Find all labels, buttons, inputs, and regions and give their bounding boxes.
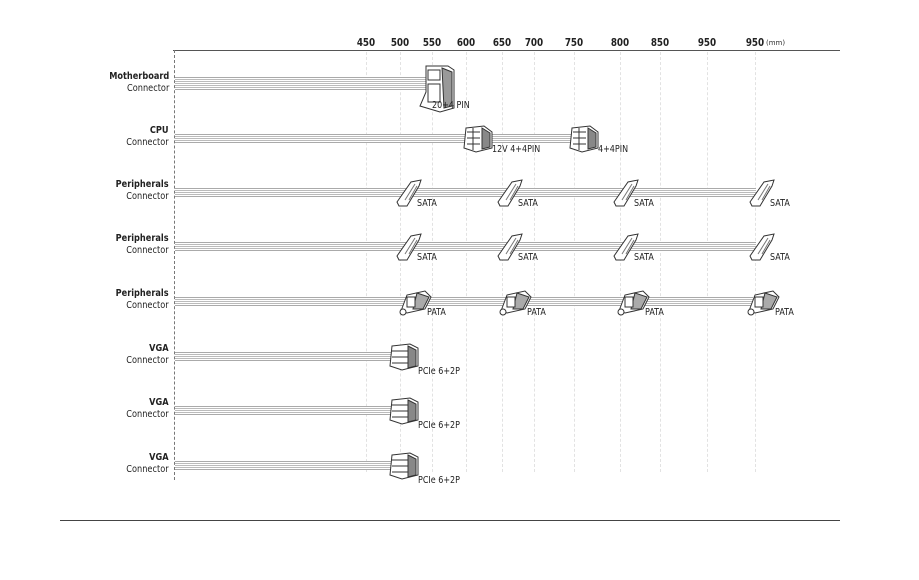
row-label: VGA Connector (127, 343, 169, 367)
connector-label: SATA (634, 252, 654, 263)
connector-label: SATA (770, 198, 790, 209)
row-label: VGA Connector (127, 452, 169, 476)
axis-tick-label: 750 (564, 36, 584, 49)
axis-tick-label: 650 (492, 36, 512, 49)
gridline (755, 52, 756, 472)
sata-connector-icon (748, 232, 776, 266)
connector-label: SATA (518, 198, 538, 209)
gridline (432, 52, 433, 472)
axis-tick-label: 600 (456, 36, 476, 49)
row-title: Motherboard (108, 71, 169, 82)
pata-connector-icon (745, 287, 781, 321)
connector-label: SATA (417, 252, 437, 263)
row-subtitle: Connector (126, 464, 169, 475)
gridline (534, 52, 535, 472)
connector-label: 4+4PIN (598, 144, 629, 155)
sata-connector-icon (395, 232, 423, 266)
connector-label: SATA (518, 252, 538, 263)
connector-label: 12V 4+4PIN (492, 144, 541, 155)
cable (175, 242, 756, 251)
row-label: VGA Connector (127, 397, 169, 421)
row-label: Motherboard Connector (109, 71, 169, 95)
pata-connector-icon (497, 287, 533, 321)
row-subtitle: Connector (126, 191, 169, 202)
row-subtitle: Connector (126, 137, 169, 148)
connector-label: SATA (417, 198, 437, 209)
gridline (466, 52, 467, 472)
pcie-connector-icon (388, 396, 422, 430)
connector-label: PCIe 6+2P (418, 420, 460, 431)
axis-tick-label: 950 (697, 36, 717, 49)
connector-label: PCIe 6+2P (418, 475, 460, 486)
pcie-connector-icon (388, 451, 422, 485)
pcie-connector-icon (388, 342, 422, 376)
row-label: CPU Connector (127, 125, 169, 149)
row-title: CPU (150, 125, 169, 136)
eps-connector-icon (462, 124, 494, 158)
axis-tick-label: 450 (356, 36, 376, 49)
gridline (502, 52, 503, 472)
row-label: Peripherals Connector (116, 288, 169, 312)
row-subtitle: Connector (126, 245, 169, 256)
connector-label: PCIe 6+2P (418, 366, 460, 377)
sata-connector-icon (496, 232, 524, 266)
connector-label: SATA (634, 198, 654, 209)
connector-label: 20+4 PIN (432, 100, 470, 111)
axis-tick-label: 800 (610, 36, 630, 49)
cable (175, 188, 756, 197)
gridline (400, 52, 401, 472)
axis-tick-label: 950 (745, 36, 765, 49)
row-title: Peripherals (116, 288, 169, 299)
sata-connector-icon (748, 178, 776, 212)
row-title: Peripherals (116, 233, 169, 244)
sata-connector-icon (612, 178, 640, 212)
connector-label: PATA (527, 307, 546, 318)
row-title: VGA (149, 397, 169, 408)
cable (175, 461, 396, 470)
connector-label: PATA (427, 307, 446, 318)
sata-connector-icon (612, 232, 640, 266)
sata-connector-icon (496, 178, 524, 212)
row-title: VGA (149, 452, 169, 463)
axis-tick-label: 700 (524, 36, 544, 49)
cable (175, 406, 396, 415)
row-subtitle: Connector (126, 355, 169, 366)
gridline (620, 52, 621, 472)
atx-connector-icon (418, 62, 458, 118)
pata-connector-icon (615, 287, 651, 321)
row-label: Peripherals Connector (116, 233, 169, 257)
cable (175, 134, 576, 143)
pata-connector-icon (397, 287, 433, 321)
connector-label: PATA (775, 307, 794, 318)
row-subtitle: Connector (126, 300, 169, 311)
connector-label: PATA (645, 307, 664, 318)
axis-tick-label: 500 (390, 36, 410, 49)
cable (175, 352, 396, 361)
cable (175, 77, 426, 90)
gridline (707, 52, 708, 472)
eps-connector-icon (568, 124, 600, 158)
row-subtitle: Connector (126, 409, 169, 420)
row-title: VGA (149, 343, 169, 354)
row-title: Peripherals (116, 179, 169, 190)
row-label: Peripherals Connector (116, 179, 169, 203)
cable (175, 297, 753, 306)
gridline (366, 52, 367, 472)
axis-tick-label: 850 (650, 36, 670, 49)
row-subtitle: Connector (126, 83, 169, 94)
sata-connector-icon (395, 178, 423, 212)
gridline (574, 52, 575, 472)
footer-divider (60, 520, 840, 521)
axis-tick-label: 550 (422, 36, 442, 49)
top-axis-line (173, 50, 840, 51)
gridline (660, 52, 661, 472)
axis-unit: (mm) (766, 39, 786, 47)
origin-dashed-line (174, 50, 175, 480)
connector-label: SATA (770, 252, 790, 263)
